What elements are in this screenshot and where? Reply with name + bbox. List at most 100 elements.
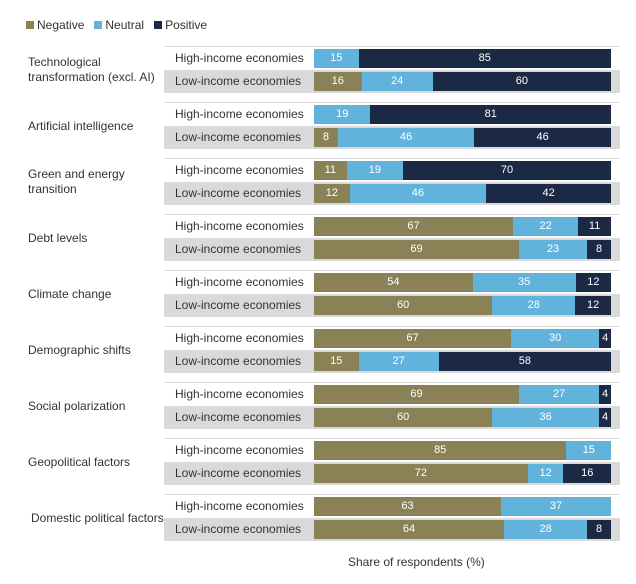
row-label: Low-income economies <box>175 130 302 144</box>
bar-segment-neutral: 30 <box>511 329 600 348</box>
row-high-income: High-income economies 69 27 4 <box>164 382 620 406</box>
legend-negative: Negative <box>26 18 84 32</box>
category-label: Social polarization <box>28 398 126 413</box>
row-high-income: High-income economies 54 35 12 <box>164 270 620 294</box>
row-low-income: Low-income economies 64 28 8 <box>164 518 620 541</box>
stacked-bar: 69 27 4 <box>314 385 611 404</box>
category-group: Demographic shifts High-income economies 6… <box>0 326 636 374</box>
row-label: High-income economies <box>175 163 304 177</box>
category-group: Debt levels High-income economies 67 22 11 Lo… <box>0 214 636 262</box>
row-low-income: Low-income economies 16 24 60 <box>164 70 620 93</box>
bar-segment-neutral: 19 <box>314 105 371 124</box>
bar-segment-positive: 4 <box>599 408 611 427</box>
category-label: Geopolitical factors <box>28 454 131 469</box>
bar-segment-negative: 15 <box>314 352 359 371</box>
row-high-income: High-income economies 67 22 11 <box>164 214 620 238</box>
bar-segment-negative: 12 <box>314 184 350 203</box>
row-low-income: Low-income economies 72 12 16 <box>164 462 620 485</box>
row-label: Low-income economies <box>175 410 302 424</box>
category-label: Technological transformation (excl. AI) <box>28 55 155 84</box>
category-group: Social polarization High-income economies… <box>0 382 636 430</box>
bar-segment-negative: 16 <box>314 72 362 91</box>
category-group: Domestic political factors High-income ec… <box>0 494 636 542</box>
bar-segment-positive: 85 <box>358 49 611 68</box>
bar-segment-neutral: 46 <box>349 184 487 203</box>
bar-segment-positive: 60 <box>432 72 611 91</box>
row-low-income: Low-income economies 8 46 46 <box>164 126 620 149</box>
bar-segment-neutral: 37 <box>501 497 611 516</box>
row-label: Low-income economies <box>175 74 302 88</box>
stacked-bar: 63 37 <box>314 497 611 516</box>
category-group: Artificial intelligence High-income econo… <box>0 102 636 150</box>
row-high-income: High-income economies 19 81 <box>164 102 620 126</box>
row-label: Low-income economies <box>175 354 302 368</box>
stacked-bar: 54 35 12 <box>314 273 611 292</box>
bar-segment-negative: 60 <box>314 296 493 315</box>
stacked-bar: 67 30 4 <box>314 329 612 348</box>
bar-segment-positive: 58 <box>438 352 611 371</box>
bar-segment-negative: 85 <box>314 441 567 460</box>
bar-segment-negative: 63 <box>314 497 502 516</box>
row-label: High-income economies <box>175 219 304 233</box>
bar-segment-negative: 69 <box>314 385 519 404</box>
stacked-bar: 15 85 <box>314 49 611 68</box>
category-label: Climate change <box>28 286 112 301</box>
stacked-bar: 16 24 60 <box>314 72 611 91</box>
row-low-income: Low-income economies 15 27 58 <box>164 350 620 373</box>
stacked-bar: 69 23 8 <box>314 240 611 259</box>
bar-segment-neutral: 22 <box>512 217 579 236</box>
stacked-bar: 67 22 11 <box>314 217 611 236</box>
bar-segment-negative: 69 <box>314 240 519 259</box>
stacked-bar: 11 19 70 <box>314 161 611 180</box>
category-label: Debt levels <box>28 230 88 245</box>
row-label: High-income economies <box>175 499 304 513</box>
bar-segment-neutral: 28 <box>492 296 576 315</box>
category-group: Geopolitical factors High-income economie… <box>0 438 636 486</box>
row-high-income: High-income economies 63 37 <box>164 494 620 518</box>
bar-segment-positive: 4 <box>599 329 612 348</box>
bar-segment-negative: 72 <box>314 464 528 483</box>
legend-label: Positive <box>165 18 208 32</box>
stacked-bar: 64 28 8 <box>314 520 611 539</box>
legend-neutral: Neutral <box>94 18 144 32</box>
bar-segment-negative: 54 <box>314 273 473 292</box>
bar-segment-neutral: 35 <box>472 273 576 292</box>
bar-segment-negative: 8 <box>314 128 338 147</box>
stacked-bar: 60 28 12 <box>314 296 611 315</box>
row-low-income: Low-income economies 12 46 42 <box>164 182 620 205</box>
row-label: Low-income economies <box>175 522 302 536</box>
bar-segment-positive: 81 <box>370 105 611 124</box>
stacked-bar: 60 36 4 <box>314 408 611 427</box>
bar-segment-negative: 64 <box>314 520 505 539</box>
row-label: High-income economies <box>175 107 304 121</box>
stacked-bar: 72 12 16 <box>314 464 611 483</box>
bar-segment-negative: 67 <box>314 329 512 348</box>
row-label: High-income economies <box>175 443 304 457</box>
row-high-income: High-income economies 15 85 <box>164 46 620 70</box>
legend-swatch-neutral <box>94 21 103 29</box>
row-high-income: High-income economies 11 19 70 <box>164 158 620 182</box>
bar-segment-neutral: 12 <box>527 464 564 483</box>
bar-segment-neutral: 15 <box>314 49 359 68</box>
category-group: Climate change High-income economies 54 35 1… <box>0 270 636 318</box>
bar-segment-positive: 70 <box>403 161 611 180</box>
category-label: Domestic political factors <box>31 510 164 525</box>
row-low-income: Low-income economies 60 36 4 <box>164 406 620 429</box>
bar-segment-negative: 67 <box>314 217 513 236</box>
bar-segment-positive: 8 <box>587 240 611 259</box>
bar-segment-positive: 4 <box>599 385 611 404</box>
legend-label: Negative <box>37 18 85 32</box>
bar-segment-positive: 11 <box>578 217 611 236</box>
bar-segment-positive: 42 <box>486 184 611 203</box>
bar-segment-neutral: 46 <box>337 128 475 147</box>
row-high-income: High-income economies 85 15 <box>164 438 620 462</box>
bar-segment-neutral: 27 <box>518 385 600 404</box>
x-axis-label: Share of respondents (%) <box>348 555 485 569</box>
bar-segment-positive: 16 <box>563 464 611 483</box>
bar-segment-positive: 12 <box>575 273 611 292</box>
row-label: Low-income economies <box>175 466 302 480</box>
row-label: High-income economies <box>175 387 304 401</box>
category-group: Technological transformation (excl. AI) H… <box>0 46 636 94</box>
legend-label: Neutral <box>105 18 145 32</box>
